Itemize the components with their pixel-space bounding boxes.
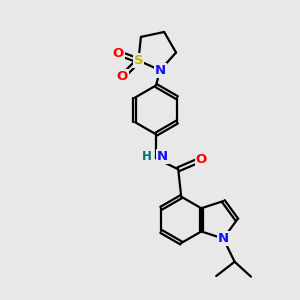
Text: N: N [218,232,229,245]
Text: N: N [157,150,168,163]
Text: O: O [196,153,207,166]
Text: O: O [112,46,124,60]
Text: H: H [142,150,152,163]
Text: N: N [154,64,166,77]
Text: S: S [134,54,143,67]
Text: O: O [116,70,128,83]
